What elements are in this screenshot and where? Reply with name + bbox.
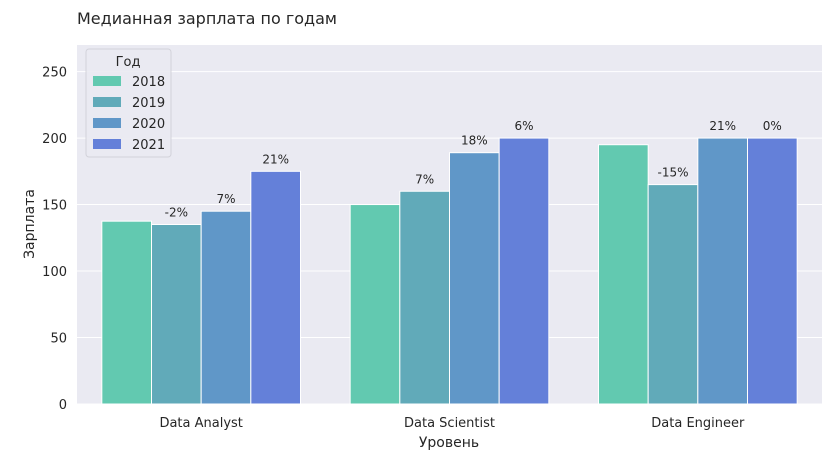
y-tick-label: 250 bbox=[42, 66, 67, 81]
legend-swatch bbox=[93, 97, 121, 107]
bar-data-label: 18% bbox=[461, 134, 488, 148]
x-tick-label: Data Analyst bbox=[159, 416, 242, 431]
bar-data-label: 0% bbox=[763, 119, 782, 133]
x-tick-label: Data Engineer bbox=[651, 416, 745, 431]
legend: Год 2018 2019 2020 2021 bbox=[85, 48, 172, 158]
bar-data-label: 7% bbox=[216, 192, 235, 206]
y-tick-label: 50 bbox=[50, 332, 67, 347]
y-tick-label: 0 bbox=[59, 398, 67, 413]
bar-data-label: 6% bbox=[514, 119, 533, 133]
legend-title: Год bbox=[116, 55, 141, 70]
bar-data-label: -15% bbox=[657, 166, 688, 180]
legend-swatch bbox=[93, 76, 121, 86]
bar-2019 bbox=[399, 190, 451, 405]
x-tick-label: Data Scientist bbox=[404, 416, 495, 431]
bar-2021 bbox=[747, 137, 798, 405]
bar-data-label: 21% bbox=[262, 152, 289, 166]
bar-2021 bbox=[498, 137, 550, 405]
legend-entry: 2020 bbox=[132, 117, 165, 132]
bar-data-label: -2% bbox=[165, 206, 188, 220]
legend-swatch bbox=[93, 118, 121, 128]
y-tick-label: 100 bbox=[42, 265, 67, 280]
bar-2020 bbox=[449, 152, 500, 405]
bar-data-label: 7% bbox=[415, 172, 434, 186]
y-tick-label: 150 bbox=[42, 199, 67, 214]
bar-2020 bbox=[200, 210, 252, 405]
bar-2018 bbox=[598, 144, 649, 405]
bar-2018 bbox=[101, 220, 153, 405]
y-tick-label: 200 bbox=[42, 132, 67, 147]
bar-2019 bbox=[151, 224, 202, 405]
legend-entry: 2019 bbox=[132, 96, 165, 111]
bar-2018 bbox=[349, 204, 401, 405]
bar-data-label: 21% bbox=[709, 119, 736, 133]
y-axis-label: Зарплата bbox=[22, 189, 38, 259]
x-axis-label: Уровень bbox=[419, 435, 479, 451]
bar-2019 bbox=[647, 184, 699, 405]
legend-swatch bbox=[93, 139, 121, 149]
bar-2020 bbox=[697, 137, 748, 405]
legend-entry: 2021 bbox=[132, 138, 165, 153]
legend-entry: 2018 bbox=[132, 75, 165, 90]
chart-title: Медианная зарплата по годам bbox=[77, 9, 337, 28]
bar-2021 bbox=[250, 170, 301, 405]
